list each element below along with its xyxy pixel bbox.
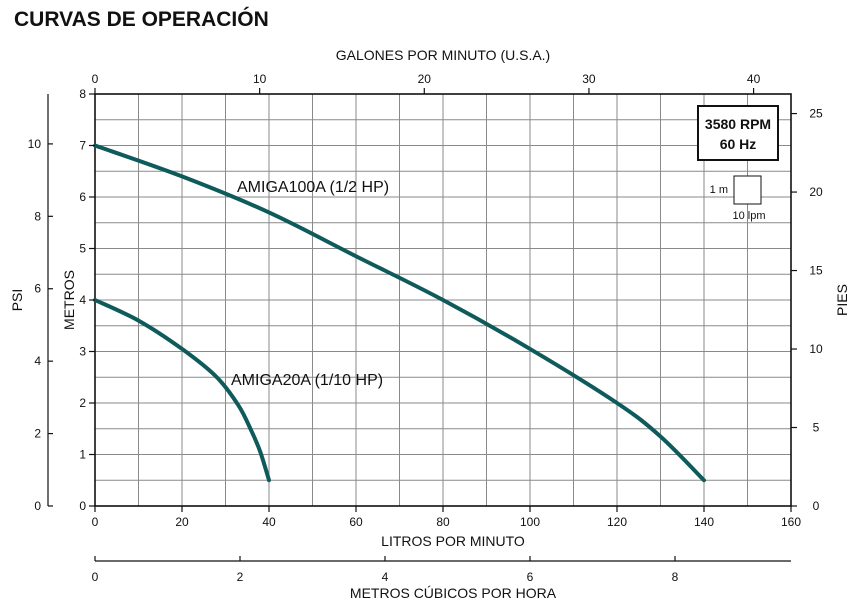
x-tick-label: 0 [92,515,99,529]
x-tick-label: 100 [520,515,540,529]
chart-title: CURVAS DE OPERACIÓN [14,7,269,31]
axis-ticks: 0 20 40 60 80 100 120 140 1600123456780246810051… [28,72,823,584]
psi-tick-label: 10 [28,137,42,151]
series-label-amiga20a: AMIGA20A (1/10 HP) [231,372,383,389]
series-line-amiga20a [93,298,271,483]
gpm-tick-label: 40 [747,72,761,86]
scale-square [733,175,762,205]
pies-tick-label: 5 [813,421,820,435]
y-tick-label: 6 [79,190,86,204]
psi-tick-label: 4 [34,354,41,368]
y-axis-title: METROS [61,270,77,330]
gpm-tick-label: 10 [253,72,267,86]
pies-tick-label: 10 [809,342,823,356]
y-tick-label: 4 [79,293,86,307]
gpm-tick-label: 30 [582,72,596,86]
x-tick-label: 20 [175,515,189,529]
psi-axis-title: PSI [9,289,25,312]
m3h-tick-label: 8 [672,570,679,584]
x-tick-label: 60 [349,515,363,529]
x-tick-label: 80 [436,515,450,529]
series-line-amiga100a [93,143,706,483]
m3h-tick-label: 6 [527,570,534,584]
y-tick-label: 7 [79,139,86,153]
pies-axis-title: PIES [834,284,850,316]
m3h-tick-label: 2 [237,570,244,584]
psi-tick-label: 2 [34,427,41,441]
scale-vertical-label: 1 m [710,184,728,196]
psi-tick-label: 6 [34,282,41,296]
y-tick-label: 2 [79,396,86,410]
rpm-text: 3580 RPM [705,116,771,132]
pies-tick-label: 0 [813,499,820,513]
psi-tick-label: 8 [34,209,41,223]
gpm-tick-label: 0 [92,72,99,86]
y-tick-label: 8 [79,87,86,101]
series-label-amiga100a: AMIGA100A (1/2 HP) [237,179,389,196]
rpm-box-frame [697,105,779,161]
pies-tick-label: 15 [809,264,823,278]
y-tick-label: 1 [79,448,86,462]
m3h-tick-label: 4 [382,570,389,584]
x-tick-label: 40 [262,515,276,529]
scale-horizontal-label: 10 lpm [732,210,765,222]
top-axis-title: GALONES POR MINUTO (U.S.A.) [336,47,550,63]
pies-tick-label: 25 [809,107,823,121]
grid [95,94,791,506]
pies-tick-label: 20 [809,185,823,199]
m3h-tick-label: 0 [92,570,99,584]
x-tick-label: 140 [694,515,714,529]
psi-tick-label: 0 [34,499,41,513]
bottom-axis2-title: METROS CÚBICOS POR HORA [350,585,557,601]
rpm-box: 3580 RPM 60 Hz [697,105,779,161]
x-tick-label: 160 [781,515,801,529]
scale-box: 1 m 10 lpm [710,175,766,222]
curves [93,143,706,483]
y-tick-label: 3 [79,345,86,359]
gpm-tick-label: 20 [418,72,432,86]
y-tick-label: 5 [79,242,86,256]
y-tick-label: 0 [79,499,86,513]
hz-text: 60 Hz [720,136,757,152]
x-tick-label: 120 [607,515,627,529]
x-axis-title: LITROS POR MINUTO [381,533,525,549]
